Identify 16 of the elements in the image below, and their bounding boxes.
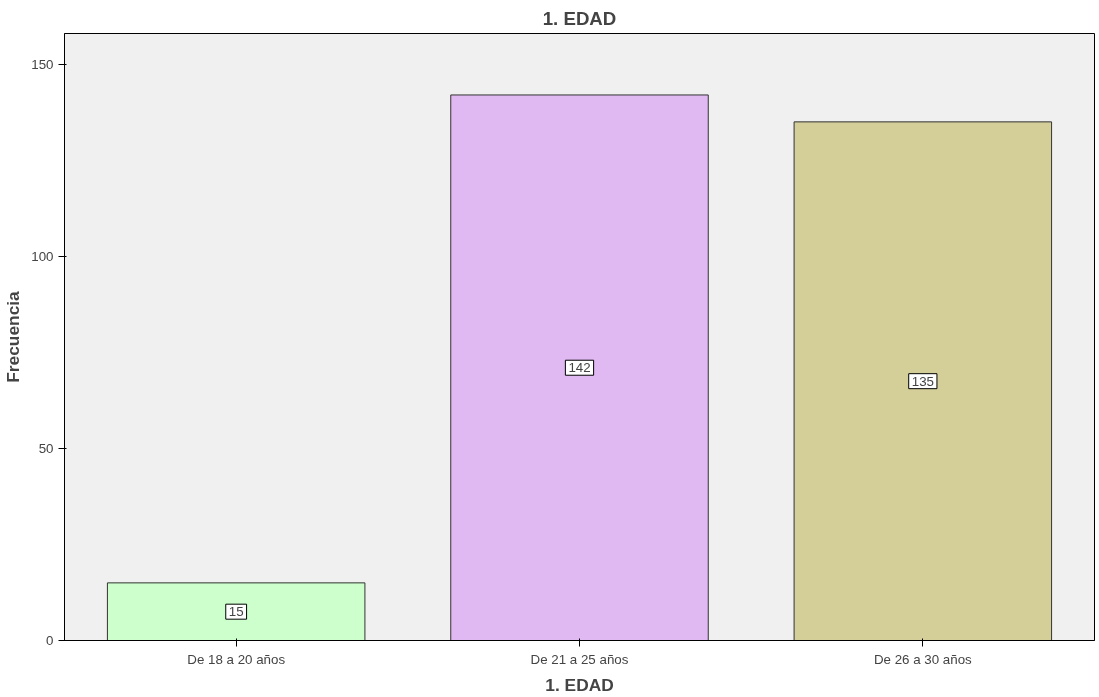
y-axis-title: Frecuencia <box>3 290 24 383</box>
x-tick-label: De 18 a 20 años <box>187 651 286 667</box>
y-tick-label: 0 <box>46 633 54 648</box>
data-label: 142 <box>568 360 591 376</box>
x-tick-label: De 21 a 25 años <box>530 651 629 667</box>
x-tick-label: De 26 a 30 años <box>873 651 973 667</box>
bar <box>450 94 709 641</box>
y-tick-label: 150 <box>31 56 54 72</box>
y-tick-label: 50 <box>38 440 54 456</box>
data-label: 135 <box>911 373 934 389</box>
bar <box>106 582 366 641</box>
data-label: 15 <box>228 604 244 620</box>
chart-title: 1. EDAD <box>542 7 617 29</box>
x-axis-title: 1. EDAD <box>545 674 614 695</box>
bar <box>793 121 1053 641</box>
y-tick-label: 100 <box>31 248 54 264</box>
